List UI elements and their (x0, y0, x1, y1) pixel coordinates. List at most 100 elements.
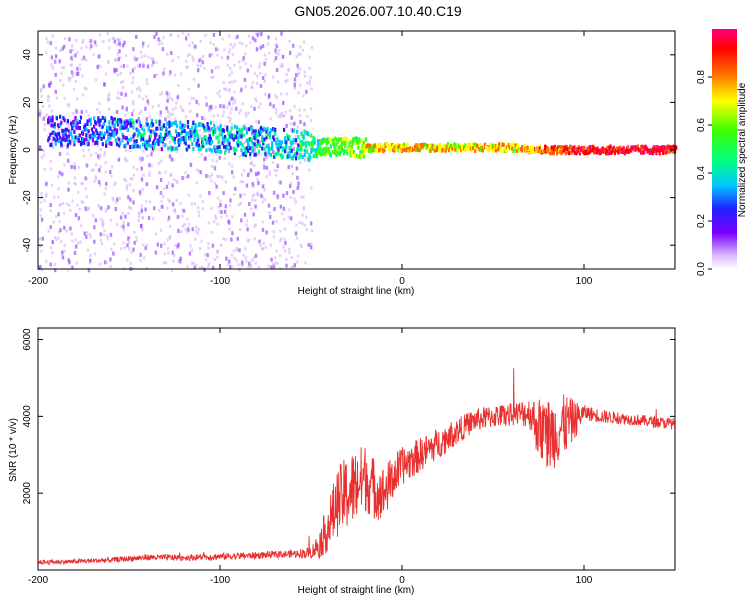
ridge-point (281, 154, 285, 159)
scatter-point (73, 123, 77, 128)
scatter-point (144, 246, 147, 250)
scatter-point (152, 217, 155, 221)
ridge-point (629, 148, 632, 153)
ridge-point (137, 129, 140, 134)
x-tick-label: -200 (28, 575, 48, 586)
ridge-point (105, 143, 108, 148)
ridge-point (176, 146, 179, 151)
scatter-point (147, 55, 150, 59)
scatter-point (239, 66, 242, 70)
scatter-point (141, 243, 145, 247)
scatter-point (280, 115, 283, 119)
scatter-point (161, 204, 164, 209)
scatter-point (282, 245, 285, 249)
ridge-point (271, 141, 274, 146)
scatter-point (237, 203, 241, 207)
scatter-point (80, 224, 83, 228)
scatter-point (115, 68, 118, 72)
scatter-point (168, 236, 172, 240)
scatter-point (197, 214, 201, 218)
ridge-point (590, 148, 594, 153)
scatter-point (139, 252, 142, 256)
ridge-point (386, 142, 389, 147)
ridge-point (114, 138, 117, 143)
scatter-point (101, 224, 104, 228)
ridge-point (62, 116, 65, 121)
ridge-point (234, 147, 238, 152)
ridge-point (139, 124, 143, 129)
scatter-point (184, 228, 187, 232)
scatter-point (261, 227, 265, 232)
scatter-point (63, 37, 67, 40)
scatter-point (242, 169, 246, 173)
scatter-point (70, 140, 73, 144)
scatter-point (296, 67, 300, 71)
scatter-point (232, 45, 235, 49)
ridge-point (311, 143, 314, 148)
scatter-point (231, 96, 234, 101)
scatter-point (70, 165, 73, 169)
ridge-point (656, 145, 659, 150)
scatter-point (293, 104, 296, 108)
ridge-point (226, 127, 229, 132)
scatter-point (277, 115, 280, 118)
ridge-point (59, 135, 62, 140)
scatter-point (151, 105, 154, 109)
scatter-point (197, 102, 200, 106)
scatter-point (66, 268, 70, 272)
scatter-point (80, 58, 84, 62)
scatter-point (259, 71, 262, 75)
scatter-point (204, 33, 207, 37)
ridge-point (598, 148, 601, 153)
ridge-point (280, 140, 283, 145)
scatter-point (87, 148, 91, 152)
ridge-point (208, 141, 211, 145)
scatter-point (231, 170, 234, 175)
scatter-point (142, 256, 146, 260)
ridge-point (494, 148, 497, 153)
scatter-point (230, 122, 234, 126)
scatter-point (303, 158, 307, 162)
ridge-point (106, 129, 109, 134)
scatter-point (75, 261, 78, 265)
scatter-point (284, 110, 287, 114)
scatter-point (287, 165, 290, 170)
scatter-point (72, 88, 76, 92)
ridge-point (593, 150, 596, 155)
scatter-point (288, 39, 291, 43)
ridge-point (268, 132, 271, 137)
ridge-point (159, 139, 162, 144)
x-tick-label: -100 (210, 276, 230, 287)
scatter-point (120, 91, 123, 96)
ridge-point (301, 155, 304, 159)
scatter-point (153, 206, 156, 211)
scatter-point (71, 74, 75, 78)
scatter-point (261, 184, 265, 189)
scatter-point (92, 168, 95, 172)
ridge-point (169, 145, 172, 150)
scatter-point (213, 258, 216, 261)
scatter-point (167, 198, 170, 202)
scatter-point (100, 242, 104, 246)
ridge-point (248, 127, 251, 132)
scatter-point (190, 202, 194, 206)
ridge-point (273, 154, 276, 159)
colorbar-tick-label: 0.4 (696, 166, 707, 180)
scatter-point (38, 109, 42, 112)
ridge-point (287, 151, 290, 156)
scatter-point (162, 36, 165, 40)
ridge-point (335, 153, 338, 158)
scatter-point (139, 193, 142, 197)
scatter-point (116, 43, 119, 47)
ridge-point (172, 138, 175, 143)
scatter-point (42, 153, 46, 157)
ridge-point (538, 146, 541, 151)
scatter-point (181, 224, 185, 228)
ridge-point (489, 142, 492, 147)
scatter-point (253, 224, 256, 228)
ridge-point (83, 138, 86, 142)
ridge-point (173, 140, 176, 145)
ridge-point (344, 140, 347, 145)
